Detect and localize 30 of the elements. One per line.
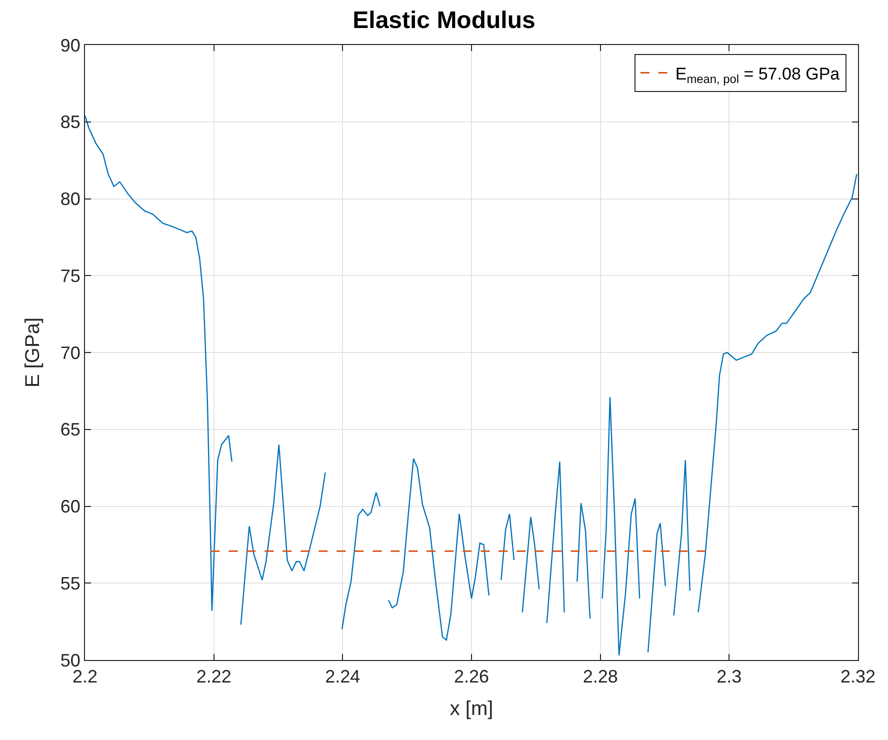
x-tick-label: 2.28	[582, 666, 618, 687]
line-series	[647, 522, 666, 653]
y-tick-label: 75	[60, 266, 80, 286]
line-series	[500, 513, 515, 581]
y-tick-label: 60	[60, 496, 80, 517]
line-series	[388, 458, 490, 641]
line-series	[576, 502, 591, 620]
x-tick-label: 2.3	[716, 666, 742, 687]
x-tick-label: 2.26	[454, 666, 490, 687]
line-series	[240, 444, 326, 626]
x-tick-label: 2.24	[325, 666, 360, 687]
y-axis-title: E [GPa]	[22, 317, 44, 388]
y-tick-label: 90	[60, 35, 80, 56]
line-series	[673, 460, 690, 616]
legend-label: E$_{mean, pol}$ = 57.08 GPa	[675, 64, 840, 86]
line-series	[546, 461, 565, 624]
line-series	[522, 516, 540, 613]
y-tick-label: 80	[60, 189, 80, 210]
y-tick-label: 65	[60, 420, 80, 440]
x-tick-label: 2.22	[196, 666, 232, 687]
x-axis-title: x [m]	[450, 698, 494, 720]
line-series	[698, 174, 858, 613]
chart-title: Elastic Modulus	[352, 6, 536, 34]
line-series	[602, 396, 640, 656]
y-tick-label: 70	[60, 342, 80, 363]
line-series	[341, 492, 381, 630]
line-series	[85, 115, 232, 612]
y-tick-label: 85	[60, 112, 80, 132]
x-tick-label: 2.32	[840, 666, 876, 687]
y-tick-label: 55	[60, 573, 80, 594]
